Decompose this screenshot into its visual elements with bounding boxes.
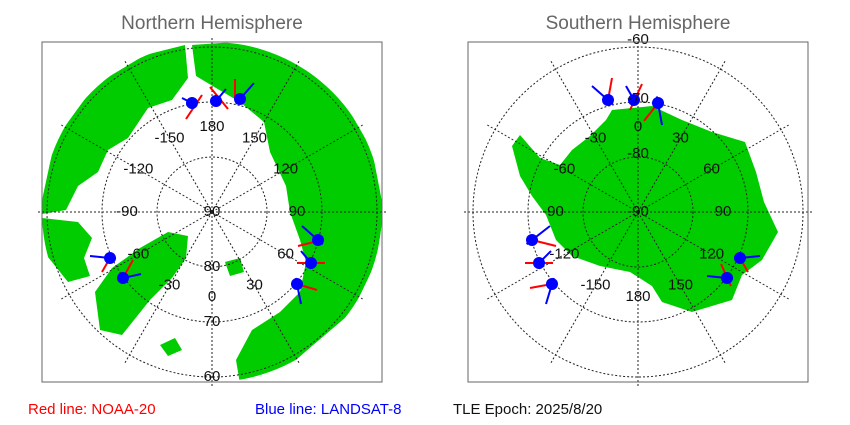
tle-epoch: TLE Epoch: 2025/8/20 [453, 401, 602, 418]
latitude-label: 90 [204, 203, 221, 220]
longitude-label: 90 [715, 203, 732, 220]
longitude-label: -60 [554, 160, 576, 177]
north-graticule [37, 37, 387, 387]
meridian-line [637, 211, 726, 364]
meridian-line [211, 60, 300, 213]
satellite-marker [628, 94, 640, 106]
satellite-marker [734, 252, 746, 264]
latitude-label: 60 [204, 368, 221, 385]
longitude-label: 60 [277, 245, 294, 262]
meridian-line [637, 211, 790, 300]
satellite-marker [210, 95, 222, 107]
longitude-label: 120 [273, 160, 298, 177]
meridian-line [124, 211, 213, 364]
north-satellite-tracks [89, 79, 325, 305]
meridian-line [211, 211, 364, 300]
longitude-label: 90 [289, 203, 306, 220]
latitude-label: 70 [204, 313, 221, 330]
latitude-label: -90 [627, 203, 649, 220]
longitude-label: 0 [208, 288, 216, 305]
south-satellite-tracks [525, 77, 761, 305]
meridian-line [486, 124, 639, 213]
legend-landsat: Blue line: LANDSAT-8 [255, 401, 401, 418]
meridian-line [637, 60, 726, 213]
satellite-marker [234, 93, 246, 105]
south-graticule [463, 37, 813, 387]
longitude-label: 60 [703, 160, 720, 177]
longitude-label: -60 [128, 245, 150, 262]
north-land [42, 42, 382, 382]
satellite-marker [721, 272, 733, 284]
longitude-label: -90 [116, 203, 138, 220]
meridian-line [60, 211, 213, 300]
north-title: Northern Hemisphere [121, 13, 303, 34]
meridian-line [124, 60, 213, 213]
meridian-line [486, 211, 639, 300]
longitude-label: 30 [672, 129, 689, 146]
longitude-label: 120 [699, 245, 724, 262]
south-map: 0 30 60 90 120 150 180 -150-120 -90 -60 -30 -90 -80 -… [463, 31, 813, 387]
south-land [512, 106, 778, 312]
meridian-line [211, 211, 300, 364]
meridian-line [550, 60, 639, 213]
satellite-marker [602, 94, 614, 106]
latitude-label: -60 [627, 31, 649, 48]
legend-noaa: Red line: NOAA-20 [28, 401, 156, 418]
longitude-label: 30 [246, 277, 263, 294]
longitude-label: -90 [542, 203, 564, 220]
meridian-line [211, 124, 364, 213]
satellite-marker [291, 278, 303, 290]
satellite-marker [305, 257, 317, 269]
south-title: Southern Hemisphere [546, 13, 731, 34]
satellite-marker [546, 278, 558, 290]
longitude-label: 150 [668, 277, 693, 294]
longitude-label: 180 [199, 118, 224, 135]
longitude-label: -30 [159, 277, 181, 294]
latitude-circle [582, 156, 694, 268]
satellite-marker [117, 272, 129, 284]
satellite-marker [312, 234, 324, 246]
satellite-marker [526, 234, 538, 246]
longitude-label: -120 [549, 245, 579, 262]
longitude-label: 0 [634, 118, 642, 135]
south-frame [467, 41, 809, 383]
latitude-label: -80 [627, 145, 649, 162]
north-frame [41, 41, 383, 383]
latitude-label: 80 [204, 258, 221, 275]
longitude-label: 150 [242, 129, 267, 146]
longitude-label: -150 [580, 277, 610, 294]
longitude-label: -150 [154, 129, 184, 146]
longitude-label: -120 [123, 160, 153, 177]
satellite-marker [652, 97, 664, 109]
satellite-marker [104, 252, 116, 264]
latitude-circle [156, 156, 268, 268]
meridian-line [550, 211, 639, 364]
longitude-label: -30 [585, 129, 607, 146]
longitude-label: 180 [625, 288, 650, 305]
meridian-line [60, 124, 213, 213]
satellite-marker [533, 257, 545, 269]
satellite-marker [186, 97, 198, 109]
north-map: 180 150 120 90 60 30 0 -30 -60 -90 -120-150 90 80 70 6… [37, 37, 387, 387]
meridian-line [637, 124, 790, 213]
latitude-label: -70 [627, 90, 649, 107]
